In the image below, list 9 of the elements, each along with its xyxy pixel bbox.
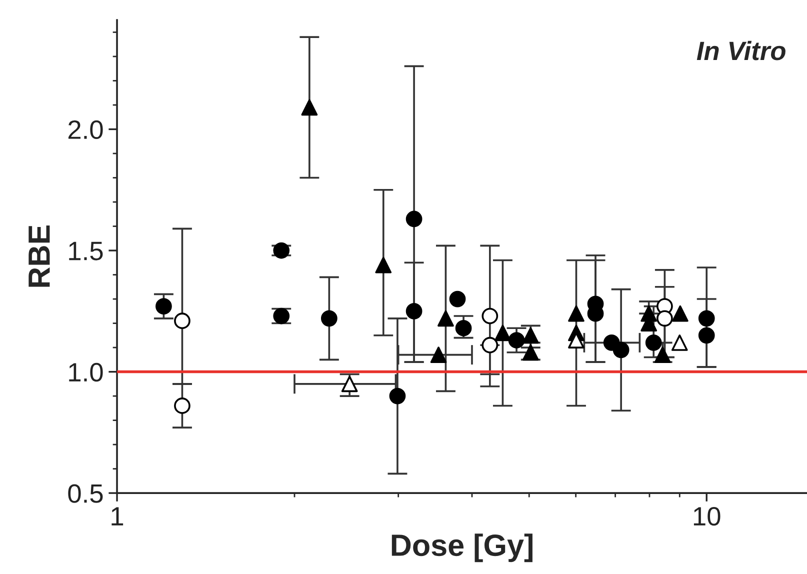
- y-tick-label: 1.0: [69, 362, 103, 382]
- x-axis-title: Dose [Gy]: [392, 534, 532, 562]
- y-axis-title: RBE: [28, 226, 50, 287]
- y-tick-label: 1.5: [69, 242, 103, 260]
- y-tick-label: 2.0: [68, 120, 103, 140]
- x-tick-label: 1: [112, 507, 124, 526]
- y-tick-label: 0.5: [68, 484, 103, 503]
- x-tick-label: 10: [694, 506, 720, 526]
- annotation: In Vitro: [696, 40, 786, 60]
